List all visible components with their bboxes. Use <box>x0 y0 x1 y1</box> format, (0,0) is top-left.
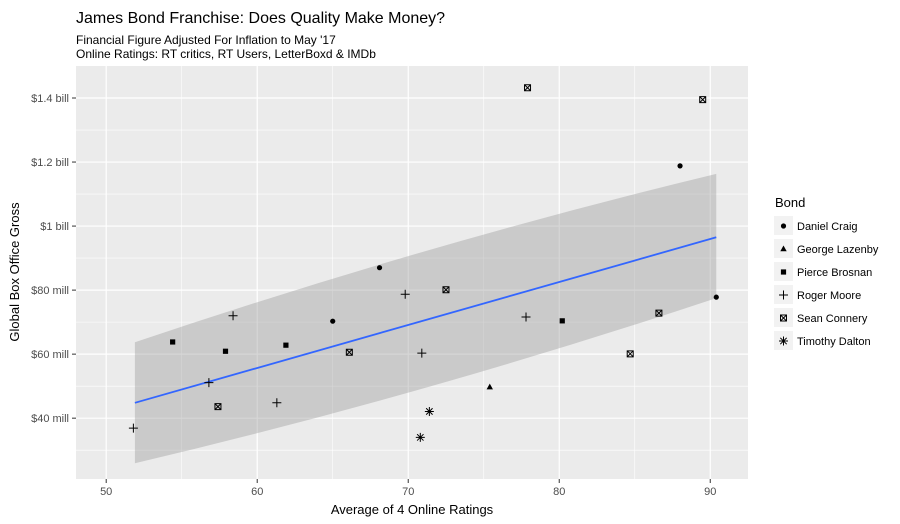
legend-label-roger-moore: Roger Moore <box>797 290 861 302</box>
grid-minor <box>76 66 748 479</box>
point-pierce-brosnan <box>283 342 289 348</box>
x-tick-label: 90 <box>704 486 716 498</box>
point-timothy-dalton <box>424 406 434 416</box>
point-daniel-craig <box>713 294 719 300</box>
legend-label-george-lazenby: George Lazenby <box>797 244 879 256</box>
x-tick-label: 70 <box>402 486 414 498</box>
y-tick-label: $80 mill <box>31 285 69 297</box>
point-sean-connery <box>442 286 450 294</box>
trend-layer <box>134 173 717 464</box>
legend-label-pierce-brosnan: Pierce Brosnan <box>797 267 872 279</box>
legend-key-timothy-dalton <box>779 336 788 346</box>
point-roger-moore <box>128 423 138 433</box>
legend: Bond Daniel Craig George Lazenby Pierce Br… <box>774 195 879 350</box>
point-pierce-brosnan <box>222 348 229 354</box>
y-tick-label: $1 bill <box>40 221 69 233</box>
x-tick-label: 60 <box>251 486 263 498</box>
point-pierce-brosnan <box>559 318 565 324</box>
trend-line <box>134 236 717 404</box>
point-sean-connery <box>626 350 634 358</box>
plot-panel <box>76 66 748 479</box>
legend-label-sean-connery: Sean Connery <box>797 313 868 325</box>
legend-key-roger-moore <box>779 290 788 300</box>
point-george-lazenby <box>486 383 493 390</box>
point-roger-moore <box>228 311 238 321</box>
legend-key-pierce-brosnan <box>780 269 787 275</box>
legend-label-timothy-dalton: Timothy Dalton <box>797 336 871 348</box>
x-tick-label: 80 <box>553 486 565 498</box>
point-daniel-craig <box>330 318 336 324</box>
point-sean-connery <box>345 348 353 356</box>
point-pierce-brosnan <box>170 339 176 345</box>
confidence-band <box>134 173 717 464</box>
grid-major <box>76 66 748 479</box>
y-tick-label: $60 mill <box>31 349 69 361</box>
x-axis-ticks: 50 60 70 80 90 <box>100 479 716 498</box>
y-axis-label: Global Box Office Gross <box>7 202 22 342</box>
y-axis-ticks: $40 mill $60 mill $80 mill $1 bill $1.2 bill… <box>31 93 76 425</box>
x-tick-label: 50 <box>100 486 112 498</box>
point-roger-moore <box>204 378 214 388</box>
point-sean-connery <box>214 403 222 411</box>
chart-title: James Bond Franchise: Does Quality Make … <box>76 10 445 27</box>
legend-key-daniel-craig <box>780 223 787 229</box>
y-tick-label: $40 mill <box>31 413 69 425</box>
legend-title: Bond <box>775 195 805 210</box>
x-axis-label: Average of 4 Online Ratings <box>331 502 494 517</box>
point-roger-moore <box>417 348 427 358</box>
legend-label-daniel-craig: Daniel Craig <box>797 221 858 233</box>
point-roger-moore <box>400 289 410 299</box>
point-roger-moore <box>521 312 531 322</box>
point-sean-connery <box>699 96 707 104</box>
point-sean-connery <box>524 84 532 92</box>
point-daniel-craig <box>376 265 383 271</box>
chart-subtitle-line-1: Financial Figure Adjusted For Inflation … <box>76 33 336 47</box>
legend-key-george-lazenby <box>780 245 787 252</box>
point-timothy-dalton <box>415 432 425 442</box>
chart-subtitle-line-2: Online Ratings: RT critics, RT Users, Le… <box>76 47 376 61</box>
point-daniel-craig <box>677 163 683 169</box>
point-sean-connery <box>655 309 663 317</box>
point-roger-moore <box>272 398 282 408</box>
y-tick-label: $1.2 bill <box>31 157 69 169</box>
legend-key-sean-connery <box>780 314 787 322</box>
points-layer <box>128 84 719 442</box>
y-tick-label: $1.4 bill <box>31 93 69 105</box>
